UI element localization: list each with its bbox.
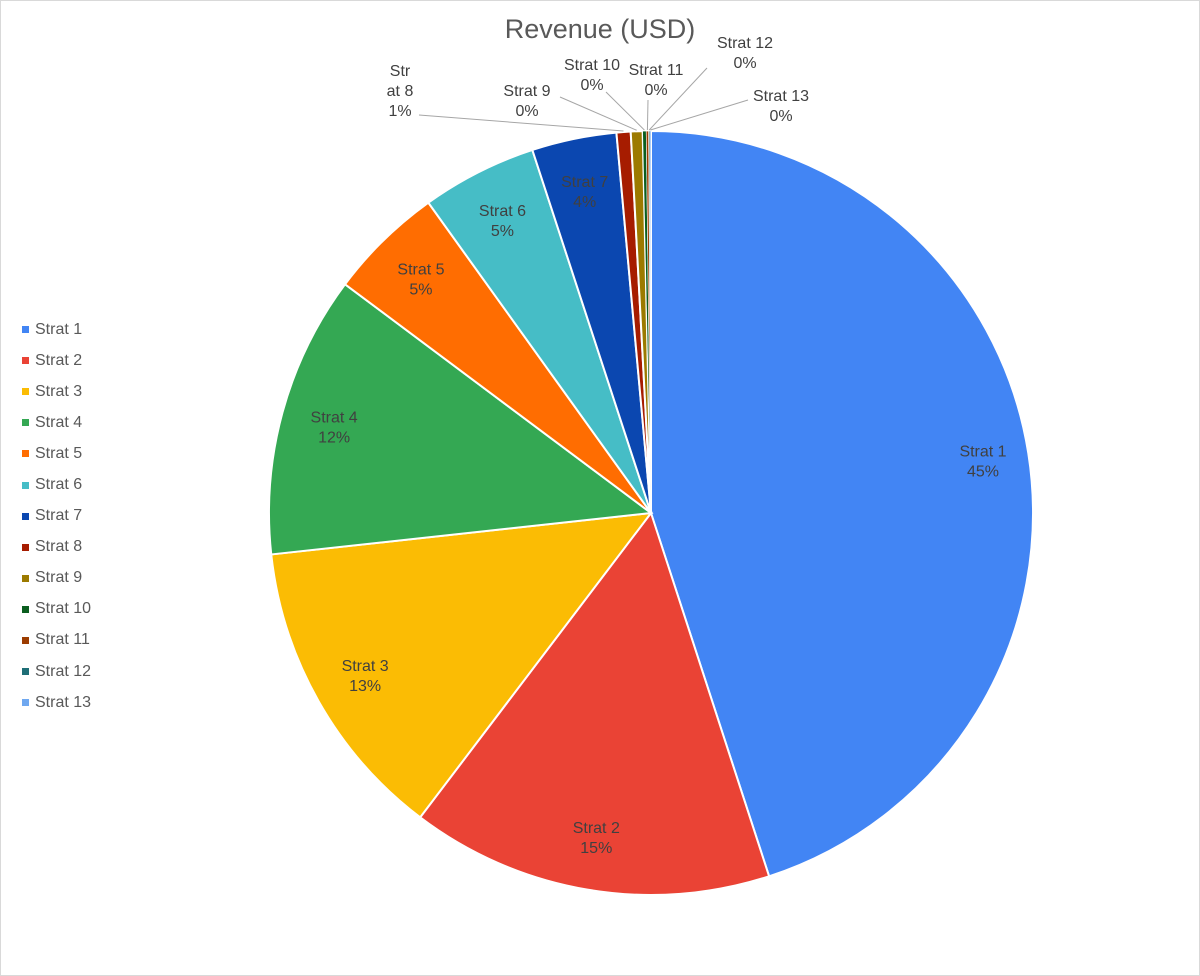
- pie-slice: [649, 130, 652, 514]
- pie-slice: [650, 129, 1034, 878]
- chart-legend: Strat 1 Strat 2 Strat 3 Strat 4 Strat 5 Strat…: [22, 314, 91, 718]
- legend-swatch: [22, 605, 29, 613]
- leader-line: [418, 114, 624, 132]
- leader-line: [605, 91, 645, 131]
- legend-label: Strat 1: [35, 320, 83, 338]
- data-label: Strat 11 0%: [629, 62, 684, 99]
- leader-line: [646, 99, 649, 131]
- legend-label: Strat 12: [35, 662, 92, 680]
- legend-label: Strat 13: [35, 693, 92, 711]
- pie-slice: [270, 511, 654, 819]
- legend-swatch: [22, 574, 29, 582]
- legend-swatch: [22, 450, 29, 458]
- chart-title: Revenue (USD): [504, 14, 696, 44]
- legend-item: Strat 3: [22, 376, 91, 407]
- data-label: Strat 1 45%: [959, 443, 1006, 480]
- legend-swatch: [22, 326, 29, 334]
- data-label: Strat 2 15%: [573, 820, 620, 857]
- data-label: Strat 3 13%: [342, 658, 389, 695]
- data-label: Strat 13 0%: [753, 88, 809, 125]
- legend-item: Strat 9: [22, 563, 91, 594]
- data-label: Strat 5 5%: [397, 261, 444, 298]
- pie-slice: [418, 510, 771, 896]
- data-label: Strat 6 5%: [479, 203, 526, 240]
- legend-swatch: [22, 543, 29, 551]
- leader-line: [650, 99, 749, 131]
- legend-item: Strat 1: [22, 314, 91, 345]
- legend-label: Strat 4: [35, 413, 83, 431]
- legend-item: Strat 5: [22, 438, 91, 469]
- legend-swatch: [22, 388, 29, 396]
- leader-line: [648, 67, 708, 131]
- data-label: Strat 10 0%: [564, 57, 620, 94]
- legend-swatch: [22, 636, 29, 644]
- legend-label: Strat 3: [35, 382, 83, 400]
- legend-item: Strat 11: [22, 625, 91, 656]
- pie-slice: [268, 282, 654, 556]
- legend-item: Strat 6: [22, 469, 91, 500]
- legend-item: Strat 10: [22, 594, 91, 625]
- data-label: Strat 4 12%: [311, 409, 358, 446]
- legend-item: Strat 2: [22, 345, 91, 376]
- legend-swatch: [22, 512, 29, 520]
- legend-label: Strat 10: [35, 600, 92, 618]
- legend-label: Strat 6: [35, 476, 83, 494]
- data-label: Strat 12 0%: [717, 35, 773, 72]
- legend-item: Strat 8: [22, 532, 91, 563]
- data-label: Strat 9 0%: [503, 83, 550, 120]
- legend-item: Strat 13: [22, 687, 91, 718]
- legend-label: Strat 9: [35, 569, 83, 587]
- legend-label: Strat 7: [35, 507, 83, 525]
- legend-item: Strat 12: [22, 656, 91, 687]
- legend-swatch: [22, 419, 29, 427]
- legend-item: Strat 4: [22, 407, 91, 438]
- legend-swatch: [22, 699, 29, 707]
- legend-label: Strat 11: [35, 631, 90, 649]
- leader-line: [559, 96, 637, 131]
- legend-label: Strat 8: [35, 538, 83, 556]
- legend-label: Strat 2: [35, 351, 83, 369]
- legend-label: Strat 5: [35, 444, 83, 462]
- legend-swatch: [22, 481, 29, 489]
- legend-swatch: [22, 668, 29, 676]
- data-label: Strat 7 4%: [561, 174, 608, 211]
- legend-item: Strat 7: [22, 501, 91, 532]
- data-label: Str at 8 1%: [387, 63, 414, 120]
- legend-swatch: [22, 357, 29, 365]
